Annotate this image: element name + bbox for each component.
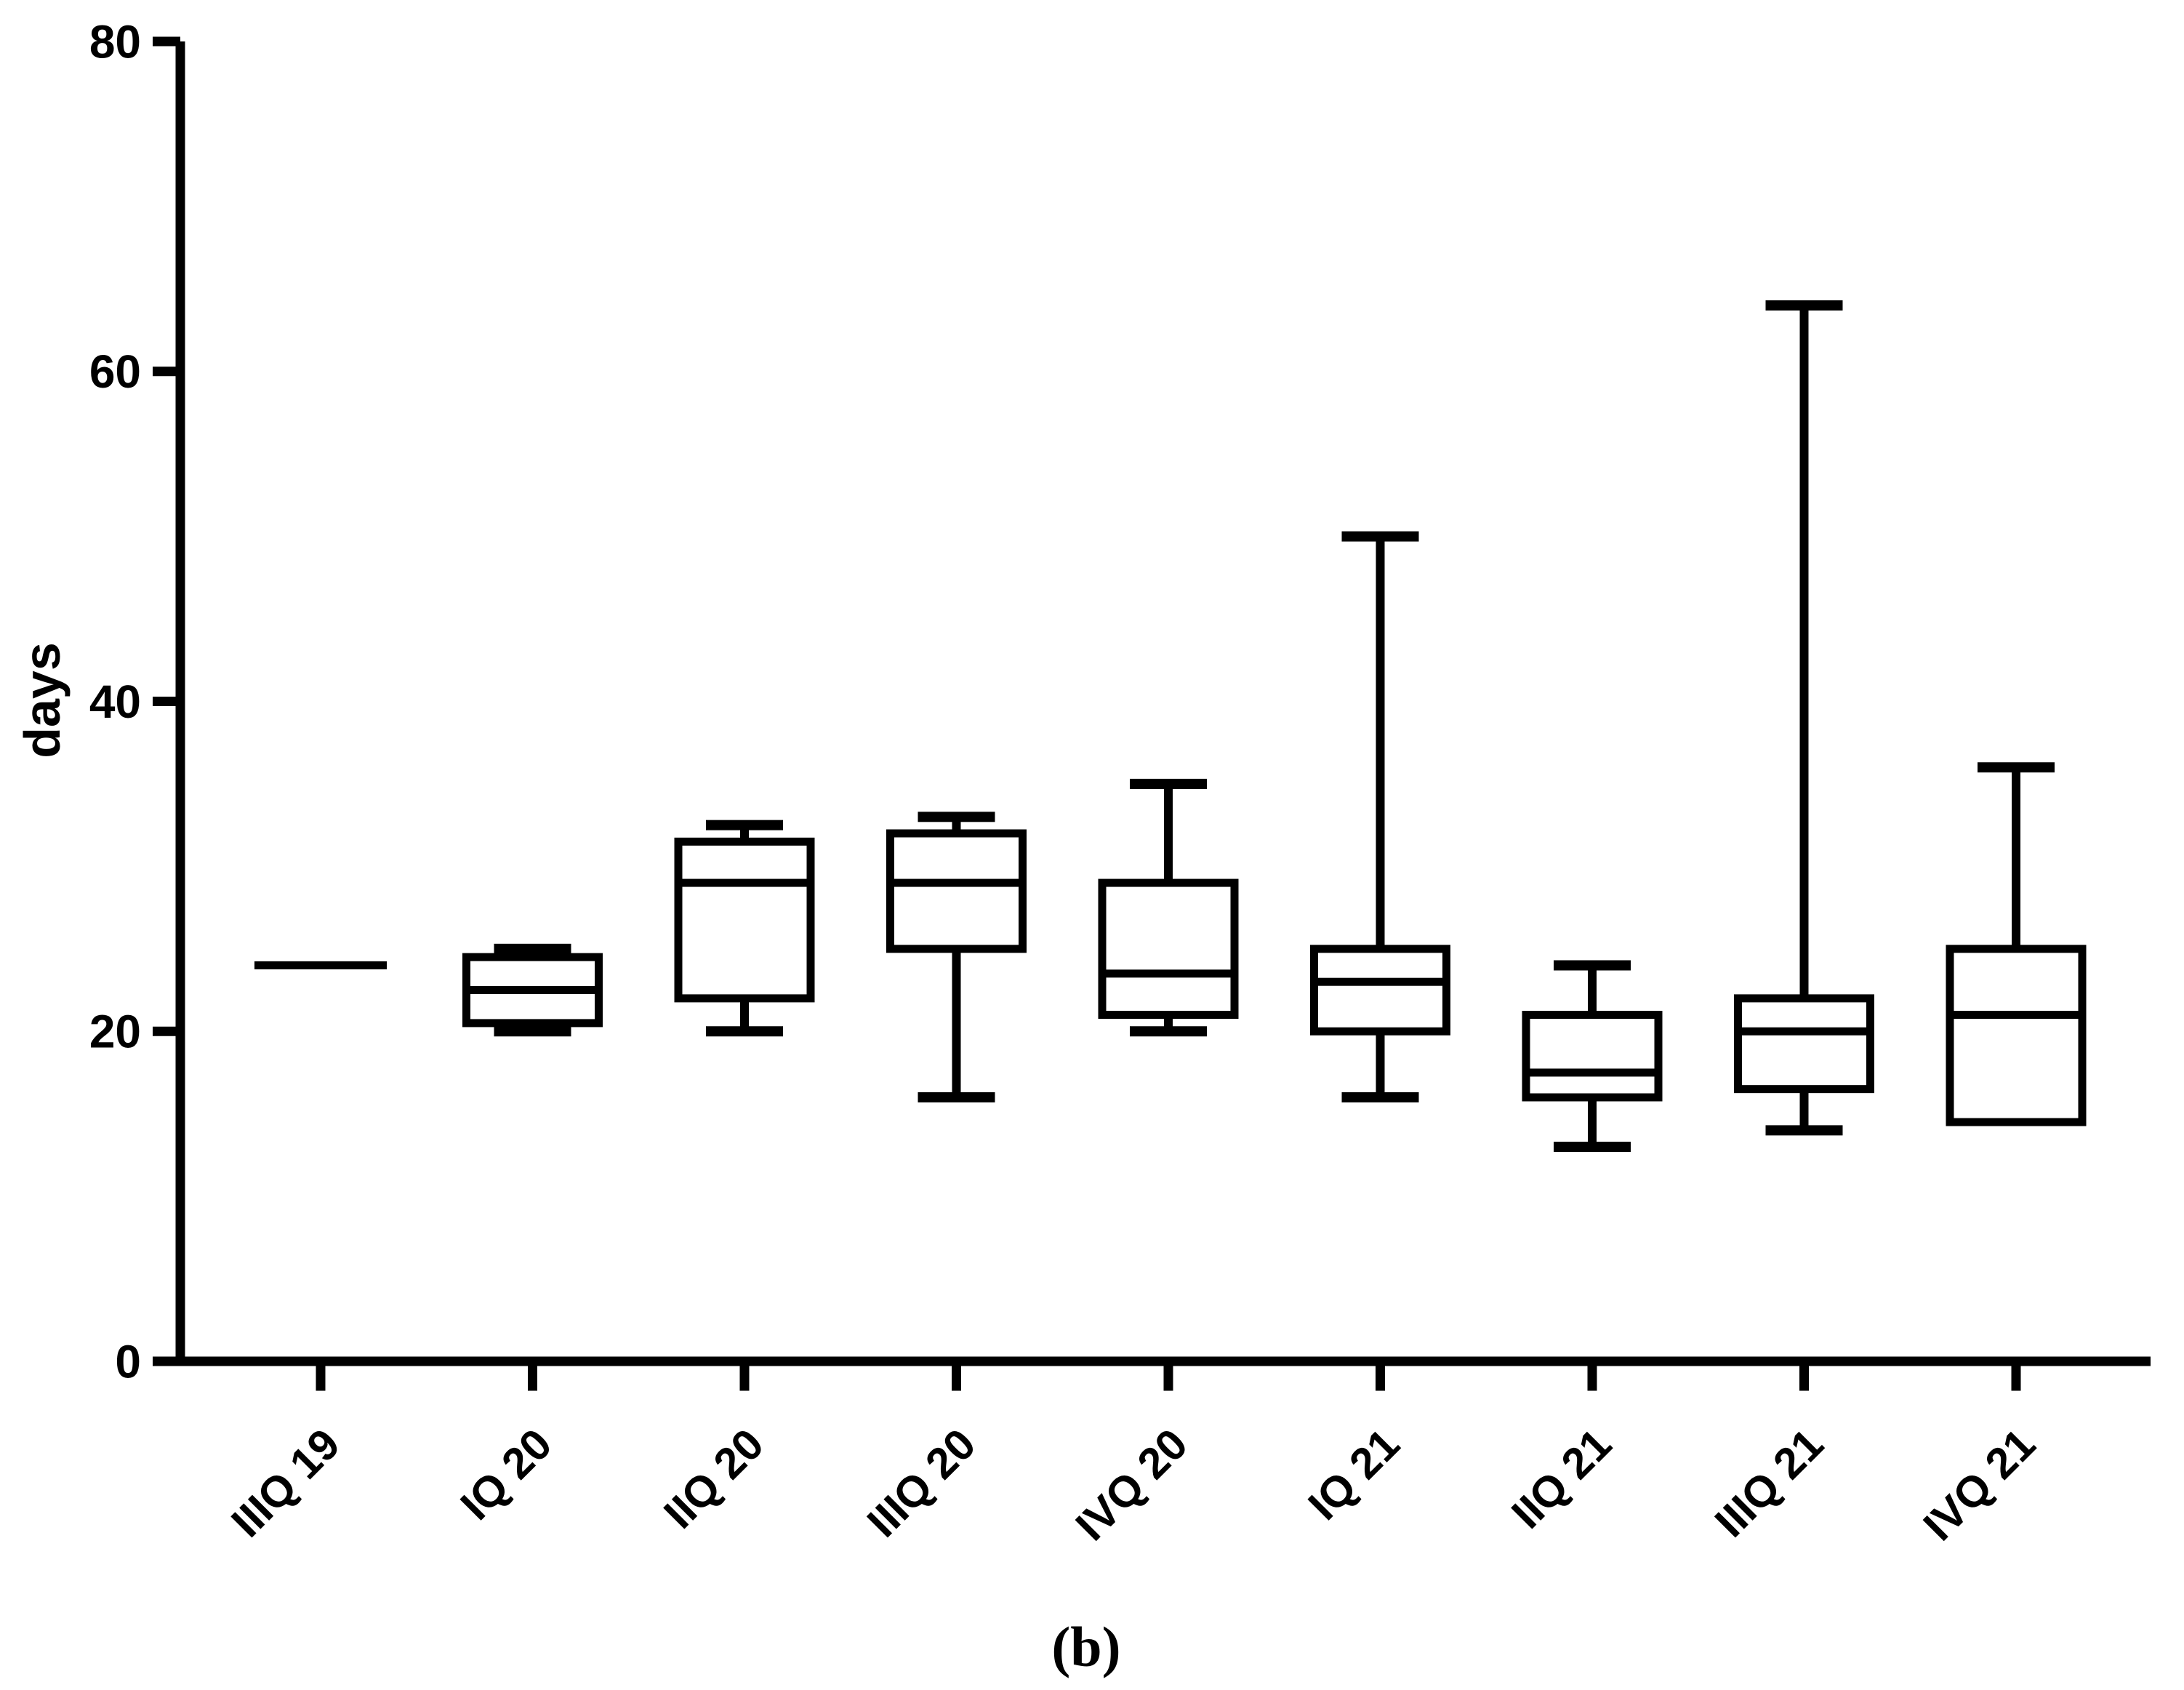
box-iiiq-20 bbox=[886, 812, 1027, 1102]
upper-whisker-cap bbox=[1554, 960, 1631, 971]
x-tick-label-iiiq-19: IIIQ 19 bbox=[222, 1419, 349, 1547]
lower-whisker-cap bbox=[1554, 1142, 1631, 1153]
lower-whisker-cap bbox=[918, 1092, 995, 1102]
lower-whisker-cap bbox=[1130, 1026, 1207, 1037]
y-axis-title: days bbox=[14, 642, 71, 758]
upper-whisker-cap bbox=[494, 943, 571, 954]
upper-whisker-cap bbox=[1130, 778, 1207, 789]
median-line bbox=[890, 878, 1023, 887]
median-line bbox=[1950, 1011, 2082, 1020]
x-tick-label-iiq-21: IIQ 21 bbox=[1502, 1419, 1621, 1538]
median-line bbox=[1738, 1027, 1871, 1036]
x-tick-label-ivq-21: IVQ 21 bbox=[1914, 1419, 2044, 1550]
box-ivq-20 bbox=[1098, 778, 1239, 1037]
iqr-box bbox=[1522, 1011, 1663, 1102]
median-line bbox=[678, 878, 811, 887]
x-tick-label-iq-21: IQ 21 bbox=[1299, 1419, 1409, 1529]
iqr-box bbox=[1098, 878, 1239, 1020]
iqr-box bbox=[1946, 945, 2087, 1126]
box-iiq-21 bbox=[1522, 960, 1663, 1153]
x-tick-label-iiiq-21: IIIQ 21 bbox=[1706, 1419, 1833, 1547]
box-iiq-20 bbox=[674, 820, 815, 1037]
y-tick-label-20: 20 bbox=[89, 1006, 141, 1058]
y-tick-label-0: 0 bbox=[115, 1335, 141, 1387]
upper-whisker-cap bbox=[918, 812, 995, 822]
y-tick-label-60: 60 bbox=[89, 345, 141, 398]
upper-whisker-cap bbox=[1341, 531, 1419, 542]
upper-whisker-cap bbox=[706, 820, 783, 830]
box-iiiq-21 bbox=[1734, 300, 1874, 1136]
box-iq-20 bbox=[462, 943, 603, 1037]
median-line bbox=[1102, 969, 1234, 978]
iqr-box bbox=[1310, 945, 1450, 1036]
median-line bbox=[254, 961, 387, 969]
figure-caption: (b) bbox=[1051, 1615, 1121, 1678]
y-tick-label-80: 80 bbox=[89, 15, 141, 68]
x-tick-label-iiiq-20: IIIQ 20 bbox=[858, 1419, 985, 1547]
x-tick-label-iq-20: IQ 20 bbox=[451, 1419, 561, 1529]
iqr-box bbox=[1734, 994, 1874, 1094]
lower-whisker-cap bbox=[1341, 1092, 1419, 1102]
x-tick-label-iiq-20: IIQ 20 bbox=[654, 1419, 773, 1538]
lower-whisker-cap bbox=[1765, 1125, 1843, 1136]
box-iq-21 bbox=[1310, 531, 1450, 1102]
median-line bbox=[1314, 977, 1447, 986]
upper-whisker-cap bbox=[1978, 762, 2055, 773]
box-iiiq-19 bbox=[254, 961, 387, 969]
box-ivq-21 bbox=[1946, 762, 2087, 1126]
median-line bbox=[466, 986, 599, 995]
upper-whisker-cap bbox=[1765, 300, 1843, 311]
lower-whisker-cap bbox=[706, 1026, 783, 1037]
iqr-box bbox=[674, 837, 815, 1003]
x-tick-label-ivq-20: IVQ 20 bbox=[1067, 1419, 1197, 1550]
iqr-box bbox=[886, 829, 1027, 953]
lower-whisker-cap bbox=[494, 1026, 571, 1037]
y-tick-label-40: 40 bbox=[89, 676, 141, 728]
median-line bbox=[1526, 1068, 1658, 1077]
